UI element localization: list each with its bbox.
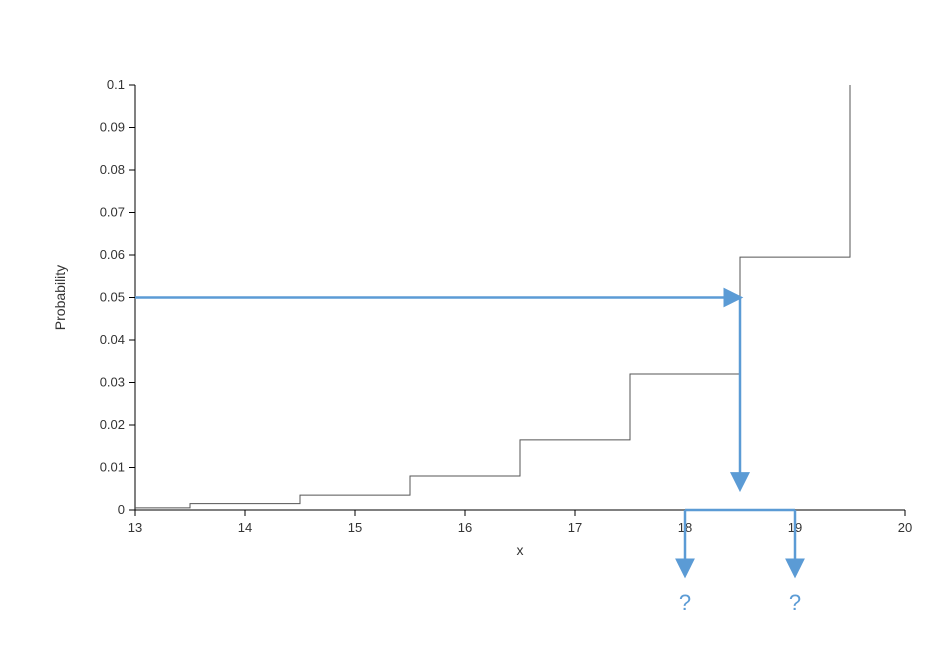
y-tick-label: 0.1: [107, 77, 125, 92]
y-tick-label: 0.03: [100, 375, 125, 390]
x-tick-label: 13: [128, 520, 142, 535]
y-tick-label: 0.05: [100, 290, 125, 305]
x-tick-label: 14: [238, 520, 252, 535]
x-axis-label: x: [517, 542, 524, 558]
x-tick-label: 15: [348, 520, 362, 535]
y-tick-label: 0.01: [100, 460, 125, 475]
y-tick-label: 0.06: [100, 247, 125, 262]
question-mark-right: ?: [789, 590, 801, 615]
cdf-step-chart: 1314151617181920x00.010.020.030.040.050.…: [0, 0, 945, 669]
question-mark-left: ?: [679, 590, 691, 615]
y-tick-label: 0.09: [100, 120, 125, 135]
chart-stage: { "chart": { "type": "step-cdf", "canvas…: [0, 0, 945, 669]
x-tick-label: 16: [458, 520, 472, 535]
y-tick-label: 0.04: [100, 332, 125, 347]
x-tick-label: 17: [568, 520, 582, 535]
y-axis-label: Probability: [52, 265, 68, 330]
x-tick-label: 20: [898, 520, 912, 535]
y-tick-label: 0: [118, 502, 125, 517]
y-tick-label: 0.08: [100, 162, 125, 177]
y-tick-label: 0.02: [100, 417, 125, 432]
y-tick-label: 0.07: [100, 205, 125, 220]
